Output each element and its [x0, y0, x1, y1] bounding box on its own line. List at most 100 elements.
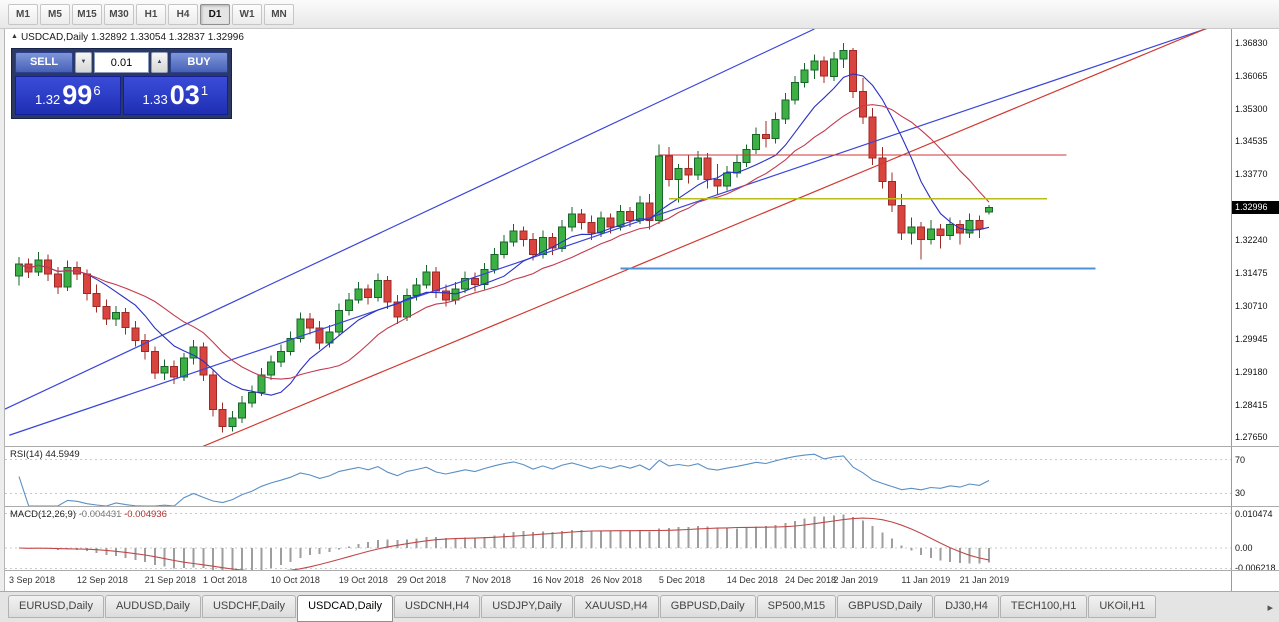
- price-scale-label: 1.36065: [1235, 70, 1268, 81]
- volume-input[interactable]: [94, 52, 149, 73]
- chart-tab-audusd-daily[interactable]: AUDUSD,Daily: [104, 595, 201, 618]
- time-axis[interactable]: 3 Sep 2018 12 Sep 2018 21 Sep 2018 1 Oct 20…: [5, 571, 1232, 591]
- macd-signal-value: -0.004936: [124, 509, 167, 520]
- rsi-scale-label: 70: [1235, 454, 1246, 465]
- chart-tab-sp500-m15[interactable]: SP500,M15: [756, 595, 837, 618]
- pane-separator[interactable]: [5, 446, 1279, 447]
- date-label: 1 Oct 2018: [203, 575, 248, 585]
- pane-separator[interactable]: [5, 570, 1279, 571]
- timeframe-button-mn[interactable]: MN: [264, 3, 294, 25]
- chart-tab-usdcad-daily[interactable]: USDCAD,Daily: [297, 595, 394, 622]
- rsi-value: 44.5949: [45, 449, 80, 460]
- date-label: 24 Dec 2018: [785, 575, 837, 585]
- timeframe-button-d1[interactable]: D1: [200, 3, 230, 25]
- price-scale-label: 1.30710: [1235, 300, 1268, 311]
- buy-price-pipette: 1: [200, 83, 209, 98]
- timeframe-button-w1[interactable]: W1: [232, 3, 262, 25]
- timeframe-button-h4[interactable]: H4: [168, 3, 198, 25]
- sell-price-pipette: 6: [93, 83, 101, 98]
- date-label: 12 Sep 2018: [76, 575, 128, 585]
- chart-legend: ▲ USDCAD,Daily 1.32892 1.33054 1.32837 1.…: [11, 32, 244, 43]
- candlestick-chart[interactable]: [5, 29, 1232, 446]
- timeframe-button-m5[interactable]: M5: [40, 3, 70, 25]
- price-scale-label: 1.31475: [1235, 267, 1268, 278]
- timeframe-toolbar: M1 M5 M15 M30 H1 H4 D1 W1 MN: [0, 0, 1279, 29]
- volume-increase-icon[interactable]: ▲: [151, 52, 168, 73]
- sell-button[interactable]: SELL: [15, 52, 73, 73]
- chart-tab-gbpusd-daily[interactable]: GBPUSD,Daily: [659, 595, 756, 618]
- timeframe-button-m30[interactable]: M30: [104, 3, 134, 25]
- date-label: 5 Dec 2018: [658, 575, 705, 585]
- price-scale-label: 1.36830: [1235, 37, 1268, 48]
- timeframe-button-m1[interactable]: M1: [8, 3, 38, 25]
- chart-tab-gbpusd-daily[interactable]: GBPUSD,Daily: [837, 595, 934, 618]
- pane-separator[interactable]: [5, 506, 1279, 507]
- price-scale-label: 1.28415: [1235, 399, 1268, 410]
- price-scale-label: 1.33770: [1235, 169, 1268, 180]
- sell-price-display[interactable]: 1.32996: [15, 76, 121, 115]
- chart-tabs: EURUSD,Daily AUDUSD,Daily USDCHF,Daily USDC…: [8, 595, 1157, 622]
- chart-tab-usdjpy-daily[interactable]: USDJPY,Daily: [481, 595, 573, 618]
- macd-main-value: -0.004431: [78, 509, 122, 520]
- current-price-box: 1.32996: [1232, 201, 1279, 215]
- tab-scroll-right-icon[interactable]: ▸: [1267, 602, 1273, 614]
- date-label: 21 Sep 2018: [144, 575, 196, 585]
- date-label: 11 Jan 2019: [901, 575, 951, 585]
- chart-panes: ▲ USDCAD,Daily 1.32892 1.33054 1.32837 1.…: [5, 29, 1232, 591]
- price-scale-label: 1.34535: [1235, 136, 1268, 147]
- timeframe-button-m15[interactable]: M15: [72, 3, 102, 25]
- rsi-scale-label: 30: [1235, 488, 1246, 499]
- price-scale-label: 1.32240: [1235, 235, 1268, 246]
- price-scale-label: 1.27650: [1235, 432, 1268, 443]
- date-label: 16 Nov 2018: [532, 575, 584, 585]
- chart-tab-eurusd-daily[interactable]: EURUSD,Daily: [8, 595, 104, 618]
- chart-window: ▲ USDCAD,Daily 1.32892 1.33054 1.32837 1.…: [4, 29, 1279, 591]
- buy-button[interactable]: BUY: [170, 52, 228, 73]
- price-chart-pane[interactable]: ▲ USDCAD,Daily 1.32892 1.33054 1.32837 1.…: [5, 29, 1232, 446]
- price-scale-label: 1.35300: [1235, 103, 1268, 114]
- price-scale[interactable]: 1.32996 1.36830 1.36065 1.35300 1.34535 1.33…: [1231, 29, 1279, 591]
- date-label: 7 Nov 2018: [464, 575, 511, 585]
- date-label: 10 Oct 2018: [270, 575, 320, 585]
- rsi-indicator-pane[interactable]: RSI(14) 44.5949: [5, 447, 1232, 506]
- date-label: 2 Jan 2019: [833, 575, 879, 585]
- sell-price-prefix: 1.32: [34, 92, 61, 107]
- price-scale-label: 1.29180: [1235, 366, 1268, 377]
- chart-tab-xauusd-h4[interactable]: XAUUSD,H4: [573, 595, 659, 618]
- chart-tab-tech100-h1[interactable]: TECH100,H1: [999, 595, 1088, 618]
- macd-label: MACD(12,26,9) -0.004431 -0.004936: [10, 509, 167, 520]
- macd-indicator-pane[interactable]: MACD(12,26,9) -0.004431 -0.004936: [5, 507, 1232, 570]
- buy-price-display[interactable]: 1.33031: [122, 76, 228, 115]
- timeframe-button-group: M1 M5 M15 M30 H1 H4 D1 W1 MN: [8, 3, 294, 25]
- chart-ohlc-values: 1.32892 1.33054 1.32837 1.32996: [90, 32, 244, 43]
- rsi-chart: [5, 453, 1232, 506]
- date-label: 3 Sep 2018: [9, 575, 56, 585]
- chart-symbol-label: USDCAD,Daily: [20, 32, 89, 43]
- one-click-collapse-icon[interactable]: ▲: [11, 33, 18, 40]
- date-label: 21 Jan 2019: [959, 575, 1010, 585]
- macd-chart: [5, 513, 1232, 570]
- price-scale-label: 1.29945: [1235, 333, 1268, 344]
- macd-scale-label: -0.006218: [1235, 563, 1276, 574]
- trade-panel-price-row: 1.32996 1.33031: [15, 76, 228, 115]
- chart-tab-usdchf-daily[interactable]: USDCHF,Daily: [201, 595, 297, 618]
- chart-tab-ukoil-h1[interactable]: UKOil,H1: [1088, 595, 1157, 618]
- one-click-trading-panel: SELL ▼ ▲ BUY 1.32996 1.33031: [11, 48, 232, 119]
- buy-price-big-digits: 03: [169, 80, 200, 110]
- date-label: 19 Oct 2018: [338, 575, 388, 585]
- date-label: 14 Dec 2018: [726, 575, 778, 585]
- chart-tab-usdcnh-h4[interactable]: USDCNH,H4: [394, 595, 481, 618]
- buy-price-prefix: 1.33: [142, 92, 168, 107]
- date-label: 29 Oct 2018: [397, 575, 447, 585]
- macd-scale-label: 0.00: [1235, 543, 1253, 554]
- date-label: 26 Nov 2018: [591, 575, 643, 585]
- volume-dropdown-icon[interactable]: ▼: [75, 52, 92, 73]
- trade-panel-controls-row: SELL ▼ ▲ BUY: [15, 52, 228, 73]
- sell-price-big-digits: 99: [62, 80, 93, 110]
- rsi-label: RSI(14) 44.5949: [10, 449, 80, 460]
- chart-tab-dj30-h4[interactable]: DJ30,H4: [934, 595, 999, 618]
- chart-tab-bar: EURUSD,Daily AUDUSD,Daily USDCHF,Daily USDC…: [0, 591, 1279, 622]
- timeframe-button-h1[interactable]: H1: [136, 3, 166, 25]
- macd-scale-label: 0.010474: [1235, 508, 1273, 519]
